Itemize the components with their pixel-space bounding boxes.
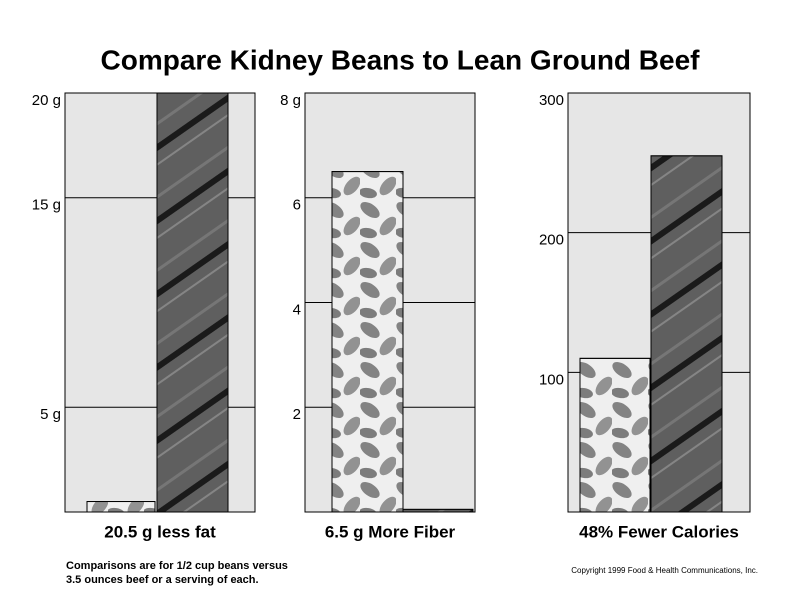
bar-texture (402, 508, 474, 513)
bar-texture (156, 92, 229, 513)
y-tick-label: 6 (293, 197, 301, 214)
y-tick-label: 100 (539, 371, 564, 388)
footnote: Comparisons are for 1/2 cup beans versus (66, 560, 288, 572)
copyright: Copyright 1999 Food & Health Communicati… (571, 566, 758, 575)
footnote: 3.5 ounces beef or a serving of each. (66, 574, 259, 586)
bar-texture (331, 171, 404, 513)
bar-texture (86, 501, 156, 513)
caption: 6.5 g More Fiber (325, 522, 456, 541)
y-tick-label: 8 g (280, 92, 301, 109)
y-tick-label: 200 (539, 232, 564, 249)
caption: 20.5 g less fat (104, 522, 216, 541)
y-tick-label: 4 (293, 301, 301, 318)
y-tick-label: 5 g (40, 406, 61, 423)
bar-texture (579, 357, 651, 513)
y-tick-label: 20 g (32, 92, 61, 109)
y-tick-label: 2 (293, 406, 301, 423)
chart-title: Compare Kidney Beans to Lean Ground Beef (101, 44, 701, 75)
caption: 48% Fewer Calories (579, 522, 739, 541)
bar-texture (650, 155, 723, 513)
y-tick-label: 300 (539, 92, 564, 109)
y-tick-label: 15 g (32, 197, 61, 214)
